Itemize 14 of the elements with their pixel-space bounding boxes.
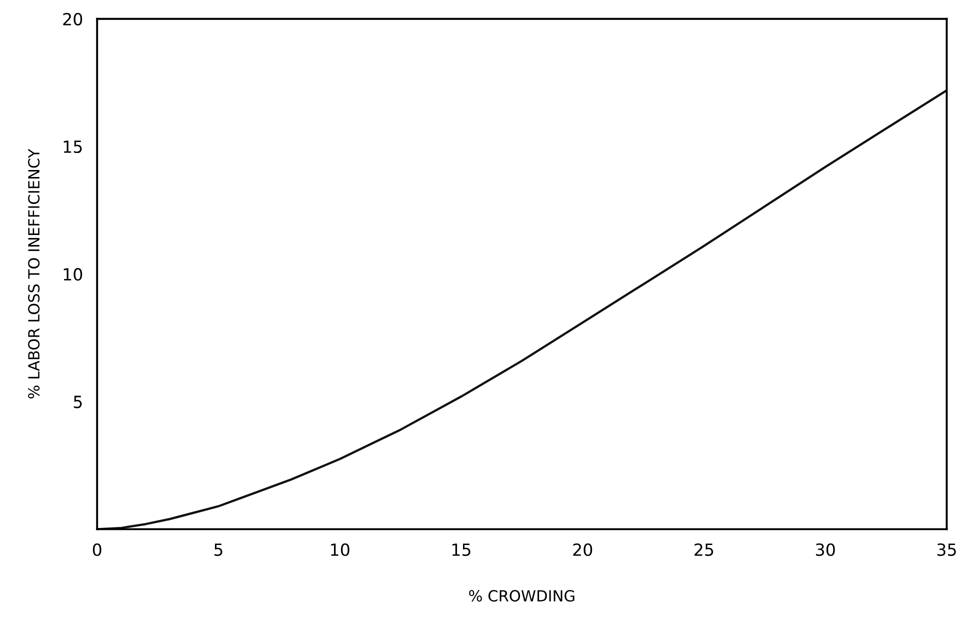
x-tick-label: 10 — [331, 543, 350, 556]
x-axis-title: % CROWDING — [469, 590, 574, 602]
y-tick-label: 5 — [74, 396, 82, 408]
y-tick-label: 10 — [64, 268, 82, 281]
x-tick-label: 0 — [92, 543, 102, 556]
y-tick-label: 20 — [63, 12, 82, 26]
y-axis-title: % LABOR LOSS TO INEFFICIENCY — [28, 148, 40, 398]
x-tick-label: 15 — [452, 544, 470, 556]
y-tick-label: 15 — [64, 140, 82, 154]
x-tick-label: 30 — [816, 543, 835, 556]
x-tick-label: 20 — [573, 543, 592, 556]
x-tick-label: 35 — [937, 543, 956, 556]
x-tick-label: 25 — [694, 543, 714, 556]
x-tick-label: 5 — [214, 544, 222, 556]
